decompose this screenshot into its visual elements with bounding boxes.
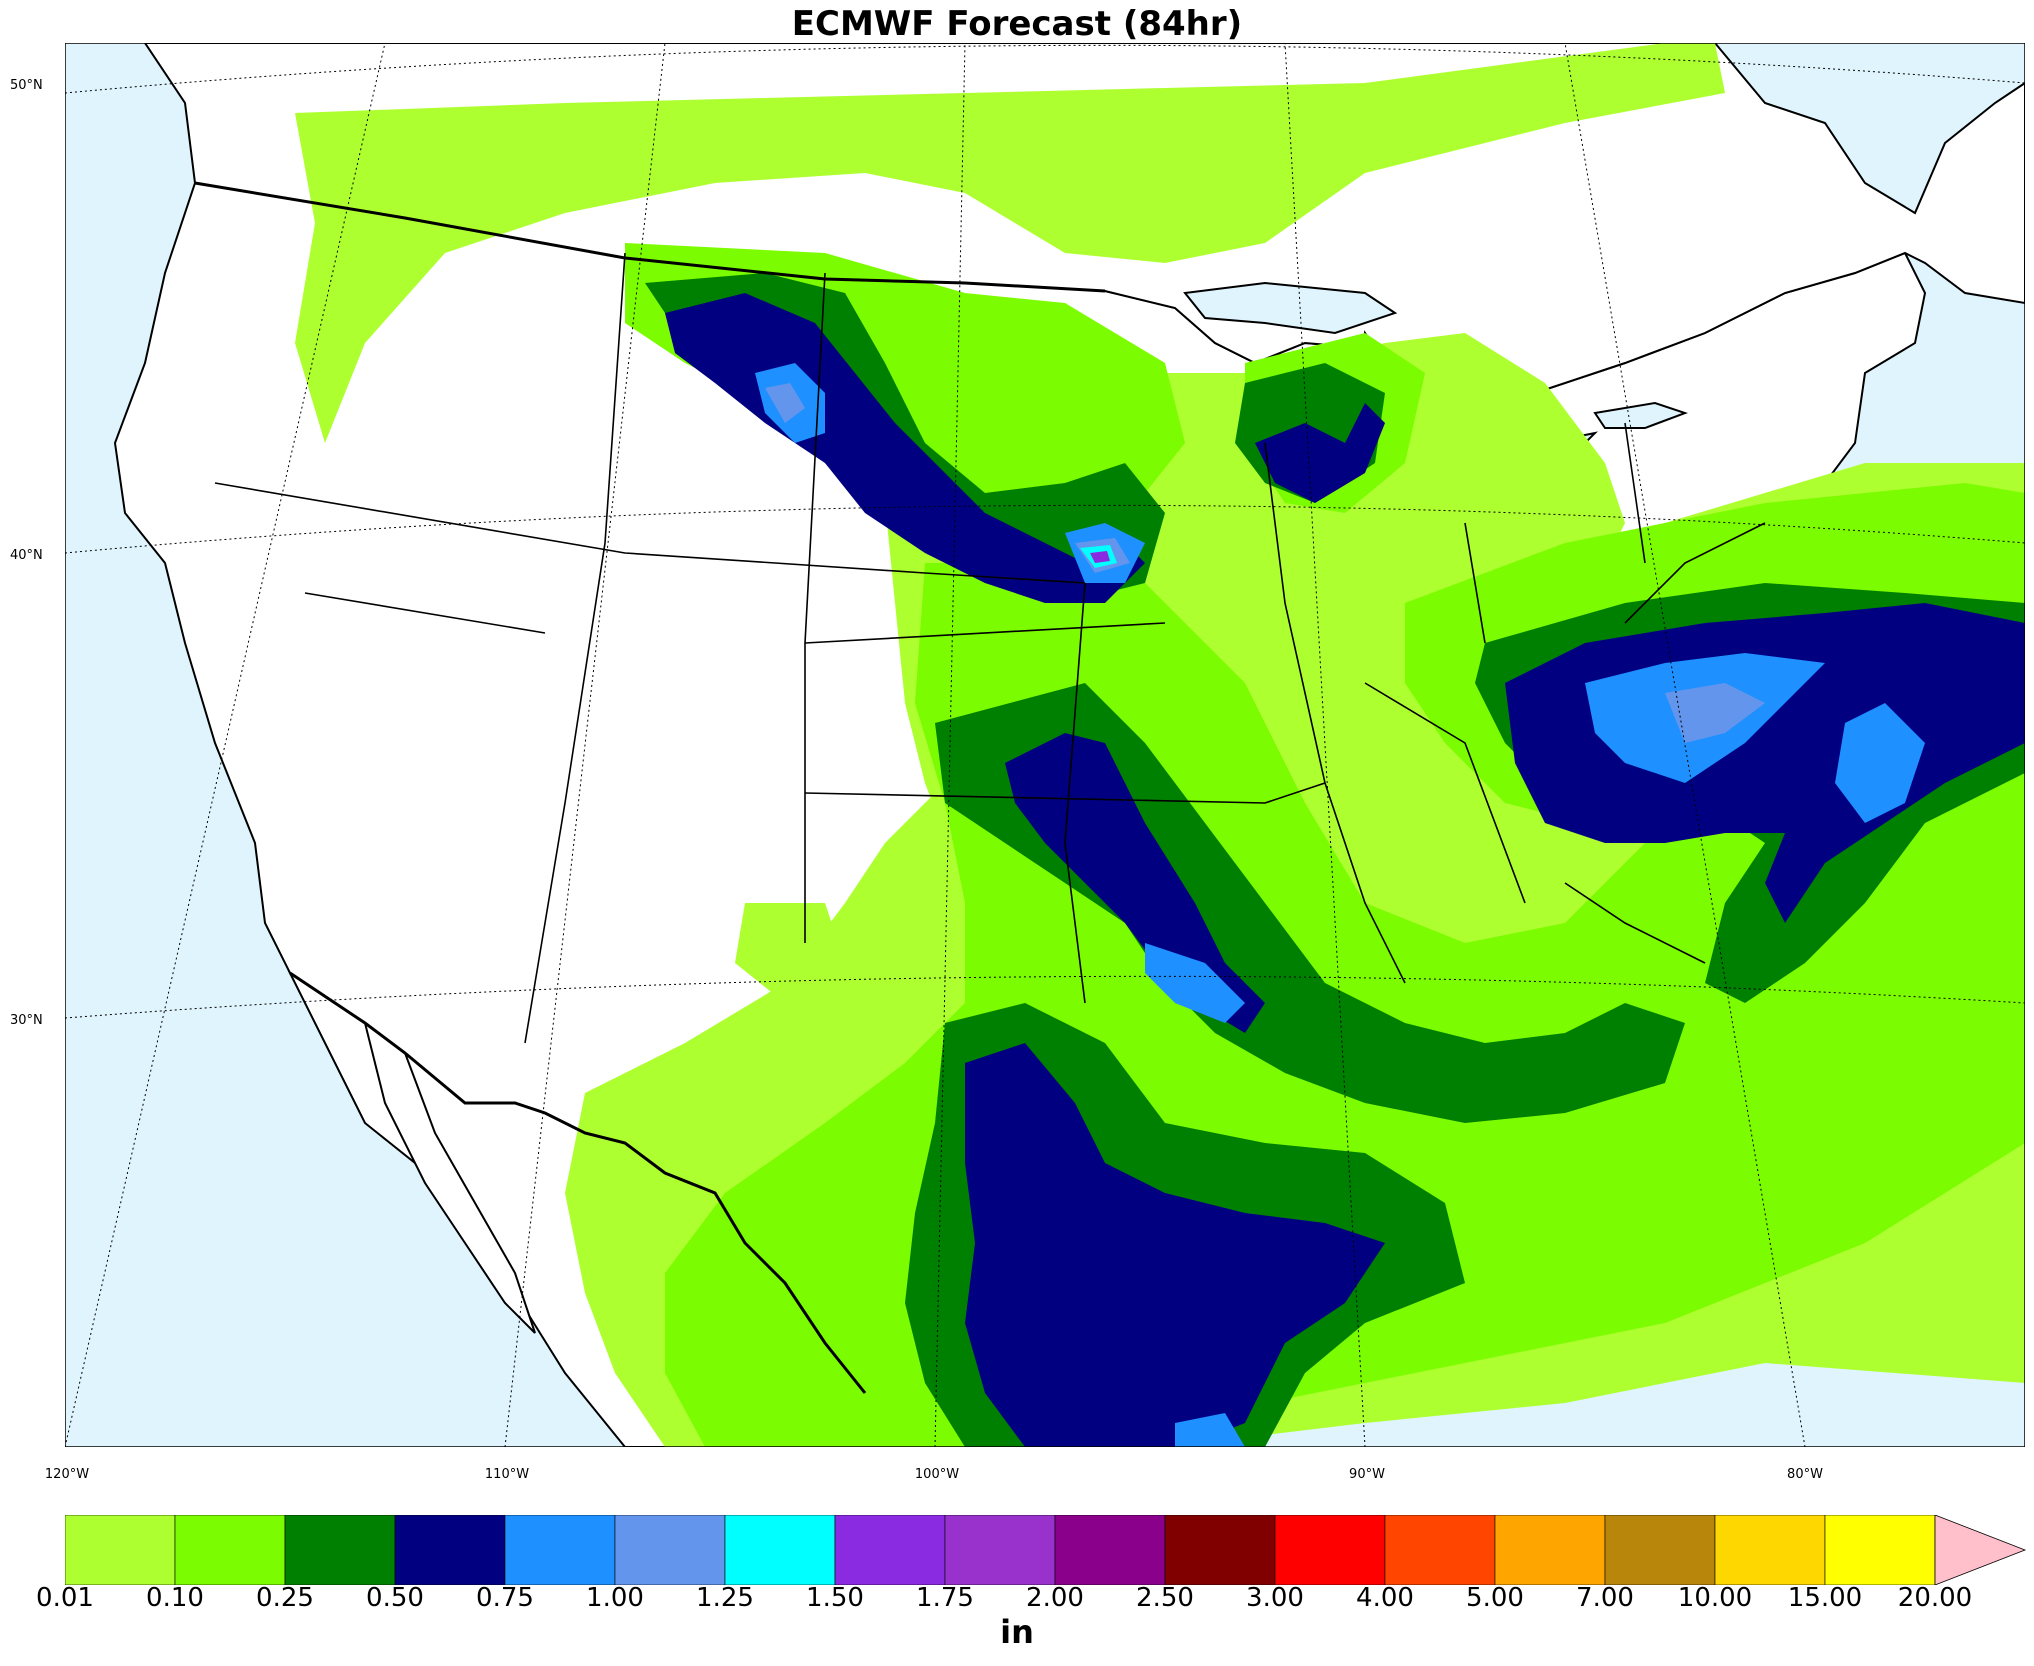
colorbar-swatch-6 [724,1515,836,1585]
lake-ontario [1593,401,1688,429]
colorbar-swatch-7 [834,1515,946,1585]
colorbar-tick-label: 15.00 [1787,1583,1863,1613]
colorbar-swatch-13 [1494,1515,1606,1585]
colorbar-swatch-8 [944,1515,1056,1585]
precip-1.50 [1090,551,1110,563]
colorbar-tick-label: 4.00 [1356,1583,1414,1613]
colorbar-unit: in [1000,1613,1034,1651]
colorbar-tick-label: 5.00 [1466,1583,1524,1613]
colorbar-tick-label: 3.00 [1246,1583,1304,1613]
lon-label-80: 80°W [1787,1467,1823,1482]
lon-label-100: 100°W [914,1467,960,1482]
colorbar-swatch-4 [504,1515,616,1585]
colorbar-tick-label: 0.01 [36,1583,94,1613]
colorbar-swatch-3 [394,1515,506,1585]
colorbar-extend-arrow [1934,1515,2027,1585]
colorbar-swatch-11 [1274,1515,1386,1585]
lon-label-90: 90°W [1349,1467,1385,1482]
colorbar-tick-label: 0.10 [146,1583,204,1613]
precipitation-map [65,43,2025,1447]
lat-label-50: 50°N [10,78,43,93]
colorbar-swatch-15 [1714,1515,1826,1585]
colorbar [65,1515,2027,1585]
colorbar-tick-label: 0.25 [256,1583,314,1613]
colorbar-tick-label: 0.50 [366,1583,424,1613]
colorbar-tick-label: 10.00 [1677,1583,1753,1613]
colorbar-tick-label: 1.00 [586,1583,644,1613]
colorbar-tick-label: 1.50 [806,1583,864,1613]
lon-label-110: 110°W [484,1467,530,1482]
colorbar-tick-label: 7.00 [1576,1583,1634,1613]
lat-label-30: 30°N [10,1013,43,1028]
colorbar-swatch-14 [1604,1515,1716,1585]
colorbar-tick-label: 1.25 [696,1583,754,1613]
colorbar-swatch-2 [284,1515,396,1585]
colorbar-swatch-16 [1824,1515,1936,1585]
colorbar-swatch-12 [1384,1515,1496,1585]
baja-peninsula [363,1020,536,1334]
colorbar-tick-label: 1.75 [916,1583,974,1613]
country-border [194,181,1106,1394]
colorbar-swatch-9 [1054,1515,1166,1585]
lake-superior [1183,281,1398,335]
colorbar-tick-label: 2.50 [1136,1583,1194,1613]
colorbar-tick-label: 2.00 [1026,1583,1084,1613]
colorbar-swatch-0 [65,1515,176,1585]
colorbar-swatch-10 [1164,1515,1276,1585]
colorbar-swatch-1 [174,1515,286,1585]
colorbar-swatch-5 [614,1515,726,1585]
political-boundaries [214,252,1766,1044]
colorbar-tick-label: 20.00 [1897,1583,1973,1613]
lon-label-120: 120°W [44,1467,90,1482]
colorbar-tick-label: 0.75 [476,1583,534,1613]
lat-label-40: 40°N [10,548,43,563]
graticule [65,43,2025,1447]
map-title: ECMWF Forecast (84hr) [791,4,1243,44]
